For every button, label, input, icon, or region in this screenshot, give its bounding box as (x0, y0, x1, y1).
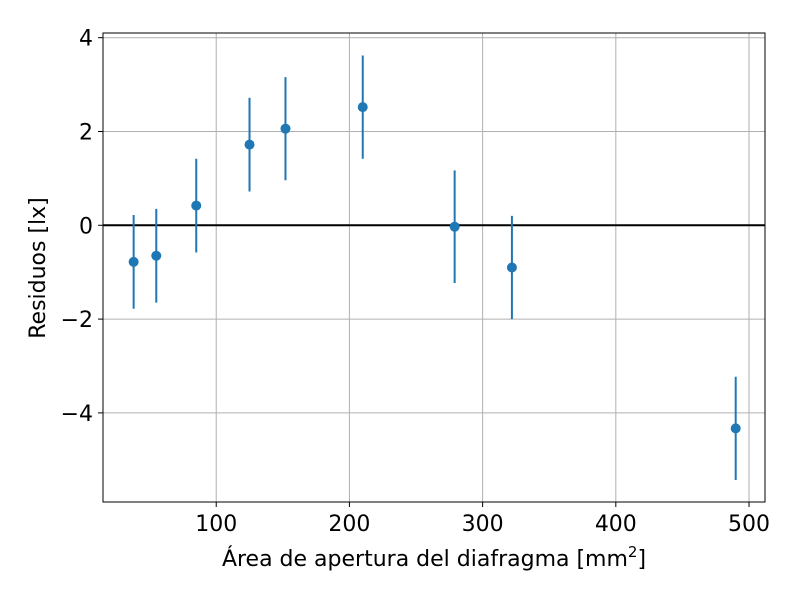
grid-lines (103, 33, 765, 502)
x-tick-label: 400 (595, 512, 637, 537)
y-tick-label: 0 (79, 214, 93, 239)
data-point (506, 262, 517, 273)
x-tick-label: 100 (195, 512, 237, 537)
data-point (449, 221, 460, 232)
data-point (128, 256, 139, 267)
y-tick-label: −4 (61, 402, 93, 427)
y-tick-label: 4 (79, 27, 93, 52)
data-point (730, 423, 741, 434)
y-tick-label: 2 (79, 120, 93, 145)
x-axis-ticks: 100 200 300 400 500 (195, 502, 770, 537)
y-axis-ticks: −4 −2 0 2 4 (61, 27, 103, 427)
data-point (151, 250, 162, 261)
plot-frame (102, 32, 766, 503)
x-axis-label: Área de apertura del diafragma [mm2] (222, 543, 646, 572)
data-point (280, 123, 291, 134)
x-tick-label: 300 (462, 512, 504, 537)
data-point (244, 139, 255, 150)
y-axis-label: Residuos [lx] (26, 197, 51, 339)
y-tick-label: −2 (61, 308, 93, 333)
data-point (191, 200, 202, 211)
x-tick-label: 500 (728, 512, 770, 537)
x-tick-label: 200 (328, 512, 370, 537)
data-series (128, 55, 741, 480)
data-point (357, 102, 368, 113)
